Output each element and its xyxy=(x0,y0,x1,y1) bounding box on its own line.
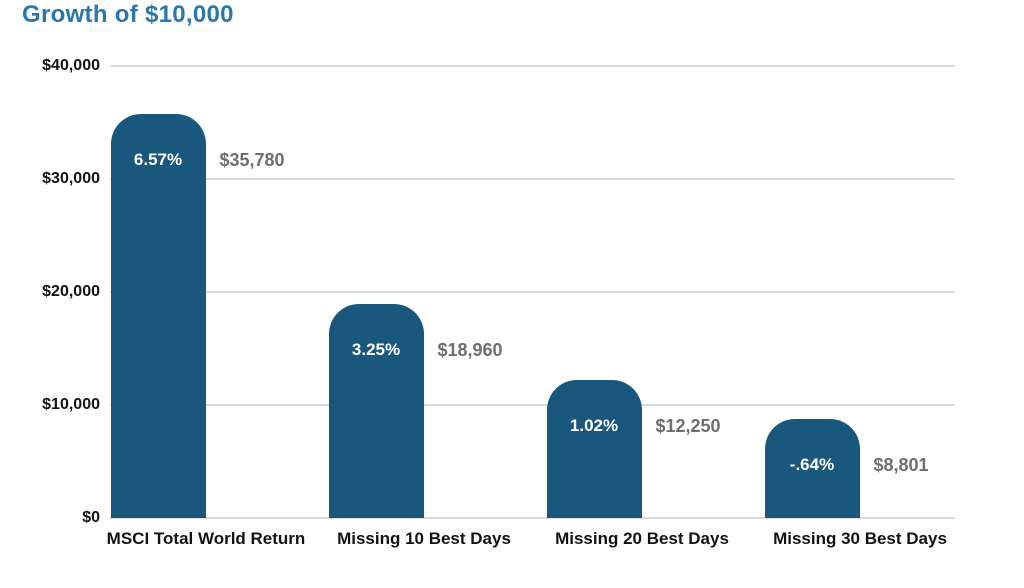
bar xyxy=(110,113,206,518)
y-axis-tick-label: $0 xyxy=(82,509,100,526)
y-axis-tick-label: $10,000 xyxy=(42,396,100,413)
gridline xyxy=(110,404,955,406)
gridline xyxy=(110,65,955,67)
bar-return-label: 1.02% xyxy=(569,415,619,435)
bar xyxy=(764,418,860,518)
chart-title: Growth of $10,000 xyxy=(22,1,234,28)
y-axis-tick-label: $30,000 xyxy=(42,170,100,187)
x-axis-category-label: Missing 20 Best Days xyxy=(555,529,729,548)
x-axis-category-label: Missing 10 Best Days xyxy=(337,529,511,548)
x-axis-category-label: MSCI Total World Return xyxy=(106,529,306,548)
bar-value-label: $8,801 xyxy=(873,454,929,475)
gridline xyxy=(110,291,955,293)
gridline xyxy=(110,178,955,180)
bar-value-label: $12,250 xyxy=(655,415,721,436)
bar-value-label: $18,960 xyxy=(437,339,503,360)
y-axis-tick-label: $20,000 xyxy=(42,283,100,300)
bar xyxy=(546,379,642,518)
x-axis-category-label: Missing 30 Best Days xyxy=(773,529,947,548)
y-axis-tick-label: $40,000 xyxy=(42,57,100,74)
bar-return-label: -.64% xyxy=(789,454,835,474)
bar-return-label: 6.57% xyxy=(133,149,183,169)
bar-return-label: 3.25% xyxy=(351,339,401,359)
bar xyxy=(328,303,424,518)
bar-value-label: $35,780 xyxy=(219,149,285,170)
gridline xyxy=(110,517,955,519)
